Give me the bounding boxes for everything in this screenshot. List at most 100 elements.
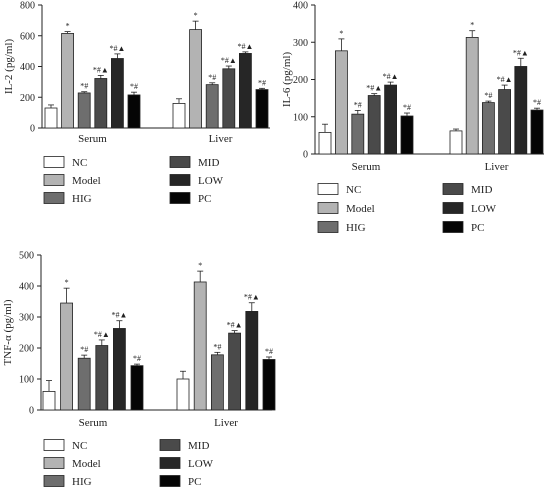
bar-nc-liver (176, 378, 190, 411)
y-tick-label: 100 (293, 112, 308, 123)
y-axis-label: IL-6 (pg/ml) (281, 52, 293, 108)
y-tick-label: 400 (20, 62, 35, 73)
legend-label-model: Model (72, 175, 101, 187)
bar-pc-liver (530, 109, 544, 155)
bar-model-serum (61, 33, 74, 129)
legend: NC Model HIG MID LOW PC (43, 156, 224, 205)
x-category-label: Liver (209, 133, 233, 145)
significance-mark: *# (213, 342, 221, 351)
bar-low-liver (514, 66, 528, 155)
legend-swatch-hig (43, 475, 65, 487)
legend-swatch-hig (317, 221, 339, 233)
legend-label-low: LOW (188, 458, 214, 470)
significance-mark: * (339, 29, 343, 38)
y-tick-label: 0 (29, 406, 34, 417)
bar-nc-serum (318, 131, 332, 155)
legend: NC Model HIG MID LOW PC (317, 183, 497, 234)
legend-swatch-nc (43, 156, 65, 168)
significance-mark: *#▲ (94, 330, 110, 339)
significance-mark: * (66, 22, 70, 31)
x-category-label: Serum (79, 417, 108, 429)
y-tick-label: 800 (20, 1, 35, 12)
bar-mid-liver (498, 89, 512, 155)
bar-nc-liver (449, 130, 463, 155)
legend-label-mid: MID (188, 440, 209, 452)
legend-swatch-hig (43, 192, 65, 204)
significance-mark: *# (533, 98, 541, 107)
legend-label-hig: HIG (72, 476, 92, 488)
bar-mid-serum (367, 95, 381, 155)
bar-hig-liver (205, 84, 219, 129)
significance-mark: *#▲ (221, 56, 237, 65)
significance-mark: *# (354, 100, 362, 109)
y-tick-label: 100 (19, 375, 34, 386)
y-axis-label: IL-2 (pg/ml) (3, 39, 15, 95)
bar-pc-liver (255, 89, 269, 129)
significance-mark: * (198, 261, 202, 270)
bar-model-serum (334, 50, 348, 155)
legend-swatch-model (317, 202, 339, 214)
y-tick-label: 600 (20, 31, 35, 42)
significance-mark: *# (80, 345, 88, 354)
y-tick-label: 200 (293, 75, 308, 86)
y-tick-label: 200 (20, 93, 35, 104)
chart-panel-3: 0 100 200 300 400 500 TNF-α (pg/ml) * *# *#▲ *#▲ *#… (2, 251, 276, 488)
legend-swatch-nc (43, 439, 65, 451)
y-axis-label: TNF-α (pg/ml) (2, 299, 14, 365)
significance-mark: *#▲ (227, 321, 243, 330)
significance-mark: *#▲ (383, 72, 399, 81)
bar-nc-serum (44, 107, 58, 129)
x-category-label: Serum (352, 161, 381, 173)
legend-label-low: LOW (471, 203, 497, 215)
significance-mark: *# (484, 91, 492, 100)
significance-mark: *#▲ (244, 293, 260, 302)
bar-mid-serum (95, 345, 109, 411)
y-tick-label: 0 (30, 124, 35, 135)
y-tick-label: 0 (303, 150, 308, 161)
bar-hig-serum (77, 357, 91, 411)
y-tick-label: 300 (293, 38, 308, 49)
legend-label-hig: HIG (346, 222, 366, 234)
bar-low-serum (111, 58, 124, 129)
legend-swatch-mid (169, 156, 191, 168)
legend-swatch-low (442, 202, 464, 214)
legend-label-hig: HIG (72, 193, 92, 205)
legend-label-nc: NC (72, 440, 87, 452)
legend-swatch-low (159, 457, 181, 469)
x-category-label: Liver (485, 161, 509, 173)
significance-mark: *# (265, 347, 273, 356)
legend-label-nc: NC (346, 184, 361, 196)
bar-hig-liver (210, 354, 224, 411)
significance-mark: *#▲ (111, 311, 127, 320)
bar-pc-serum (400, 115, 414, 155)
legend-swatch-mid (159, 439, 181, 451)
bar-low-liver (238, 53, 252, 129)
bar-nc-liver (172, 103, 186, 129)
legend-swatch-mid (442, 183, 464, 195)
bar-mid-liver (228, 332, 242, 411)
bar-pc-serum (130, 365, 144, 411)
bar-hig-serum (77, 92, 91, 129)
bar-nc-serum (42, 390, 56, 411)
y-tick-label: 300 (19, 313, 34, 324)
legend-swatch-model (43, 174, 65, 186)
bar-pc-serum (127, 94, 141, 129)
significance-mark: *# (403, 103, 411, 112)
legend-label-model: Model (346, 203, 375, 215)
bar-low-serum (384, 84, 398, 155)
bar-mid-liver (222, 68, 236, 129)
y-tick-label: 200 (19, 344, 34, 355)
legend-swatch-pc (159, 475, 181, 487)
bar-hig-liver (481, 102, 495, 155)
x-category-label: Liver (214, 417, 238, 429)
significance-mark: *#▲ (109, 44, 125, 53)
bar-hig-serum (351, 113, 365, 155)
bar-model-serum (60, 302, 73, 411)
significance-mark: *#▲ (513, 48, 529, 57)
significance-mark: *# (80, 82, 88, 91)
bar-low-liver (245, 311, 259, 411)
significance-mark: *#▲ (497, 75, 513, 84)
y-tick-label: 400 (19, 282, 34, 293)
